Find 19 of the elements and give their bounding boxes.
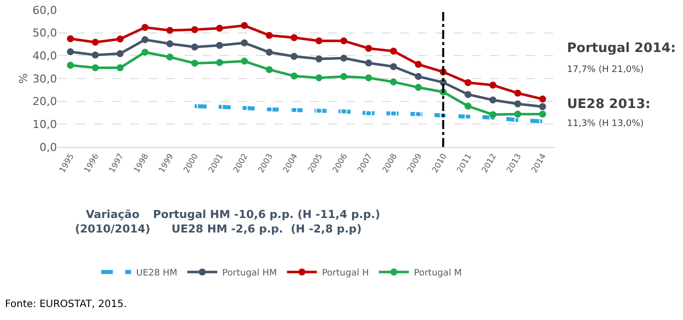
y-axis-title: % <box>17 73 30 84</box>
y-tick-label: 10,0 <box>32 118 57 132</box>
y-tick-label: 50,0 <box>32 26 57 40</box>
text: 17,7% (H 21,0%) <box>567 65 644 75</box>
text: Portugal HM -10,6 p.p. (H -11,4 p.p.) UE28 HM -2,6 p.p. (H -2,8 p.p) <box>153 208 380 236</box>
legend-label: UE28 HM <box>136 268 178 279</box>
legend-label: Portugal M <box>414 268 462 279</box>
y-tick-label: 60,0 <box>32 4 57 17</box>
legend-label: Portugal H <box>322 268 369 279</box>
text: Variação (2010/2014) <box>75 208 150 236</box>
source-note: Fonte: EUROSTAT, 2015. <box>5 299 127 310</box>
y-tick-label: 40,0 <box>32 50 57 63</box>
y-tick-label: 20,0 <box>32 95 57 108</box>
text: UE28 2013: <box>567 97 650 112</box>
y-tick-label: 30,0 <box>32 72 57 86</box>
y-tick-label: 0,0 <box>40 140 57 154</box>
legend-label: Portugal HM <box>222 268 277 279</box>
text: Portugal 2014: <box>567 41 676 56</box>
text: 11,3% (H 13,0%) <box>567 119 644 129</box>
